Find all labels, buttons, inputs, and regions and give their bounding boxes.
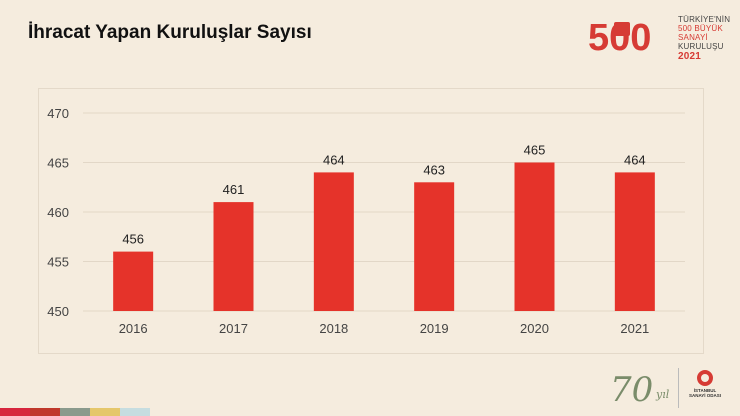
bar xyxy=(614,172,655,311)
y-tick-label: 450 xyxy=(47,304,69,319)
color-strip-segment xyxy=(120,408,150,416)
logo-divider xyxy=(678,368,679,408)
x-tick-label: 2016 xyxy=(119,321,148,336)
bar-chart: 450 455 460 465 470 456 2016 461 2017 464 2018 463 2… xyxy=(47,106,685,336)
anniversary-suffix: yıl xyxy=(656,388,670,401)
color-strip-segment xyxy=(60,408,90,416)
gear-icon xyxy=(697,370,713,386)
page-title: İhracat Yapan Kuruluşlar Sayısı xyxy=(28,22,312,43)
data-label: 464 xyxy=(624,152,646,167)
footer-logos: 70 yıl İSTANBUL SANAYİ ODASI xyxy=(604,366,724,412)
bar xyxy=(113,251,154,311)
bar xyxy=(414,182,455,311)
color-strip-segment xyxy=(30,408,60,416)
x-tick-label: 2018 xyxy=(319,321,348,336)
data-label: 461 xyxy=(223,182,245,197)
anniversary-number: 70 xyxy=(610,370,654,410)
color-strip-segment xyxy=(90,408,120,416)
x-tick-label: 2021 xyxy=(620,321,649,336)
y-tick-label: 460 xyxy=(47,205,69,220)
bar xyxy=(313,172,354,311)
chamber-name-line-2: SANAYİ ODASI xyxy=(688,393,722,398)
y-tick-label: 470 xyxy=(47,106,69,121)
x-tick-label: 2020 xyxy=(520,321,549,336)
logo-500-text: TÜRKİYE'NİN 500 BÜYÜK SANAYİ KURULUŞU 20… xyxy=(678,15,730,63)
logo-line-2: 500 BÜYÜK SANAYİ xyxy=(678,24,723,42)
x-tick-label: 2019 xyxy=(420,321,449,336)
logo-500-mark: 500 xyxy=(588,17,651,58)
iso-logo: İSTANBUL SANAYİ ODASI xyxy=(686,368,724,408)
data-label: 456 xyxy=(122,232,144,247)
x-tick-label: 2017 xyxy=(219,321,248,336)
bar xyxy=(514,162,555,311)
logo-line-3: KURULUŞU xyxy=(678,42,724,51)
y-tick-label: 465 xyxy=(47,156,69,171)
color-strip xyxy=(0,408,150,416)
logo-line-1: TÜRKİYE'NİN xyxy=(678,15,731,24)
color-strip-segment xyxy=(0,408,30,416)
data-label: 464 xyxy=(323,152,345,167)
data-label: 465 xyxy=(524,143,546,158)
logo-500-buyuk-sanayi: 500 TÜRKİYE'NİN 500 BÜYÜK SANAYİ KURULUŞ… xyxy=(586,12,730,62)
data-label: 463 xyxy=(423,162,445,177)
chamber-name-line-1: İSTANBUL xyxy=(693,388,717,393)
bar xyxy=(213,202,254,311)
y-tick-label: 455 xyxy=(47,255,69,270)
chart-frame: 450 455 460 465 470 456 2016 461 2017 464 2018 463 2… xyxy=(38,88,704,354)
logo-year: 2021 xyxy=(678,51,702,62)
